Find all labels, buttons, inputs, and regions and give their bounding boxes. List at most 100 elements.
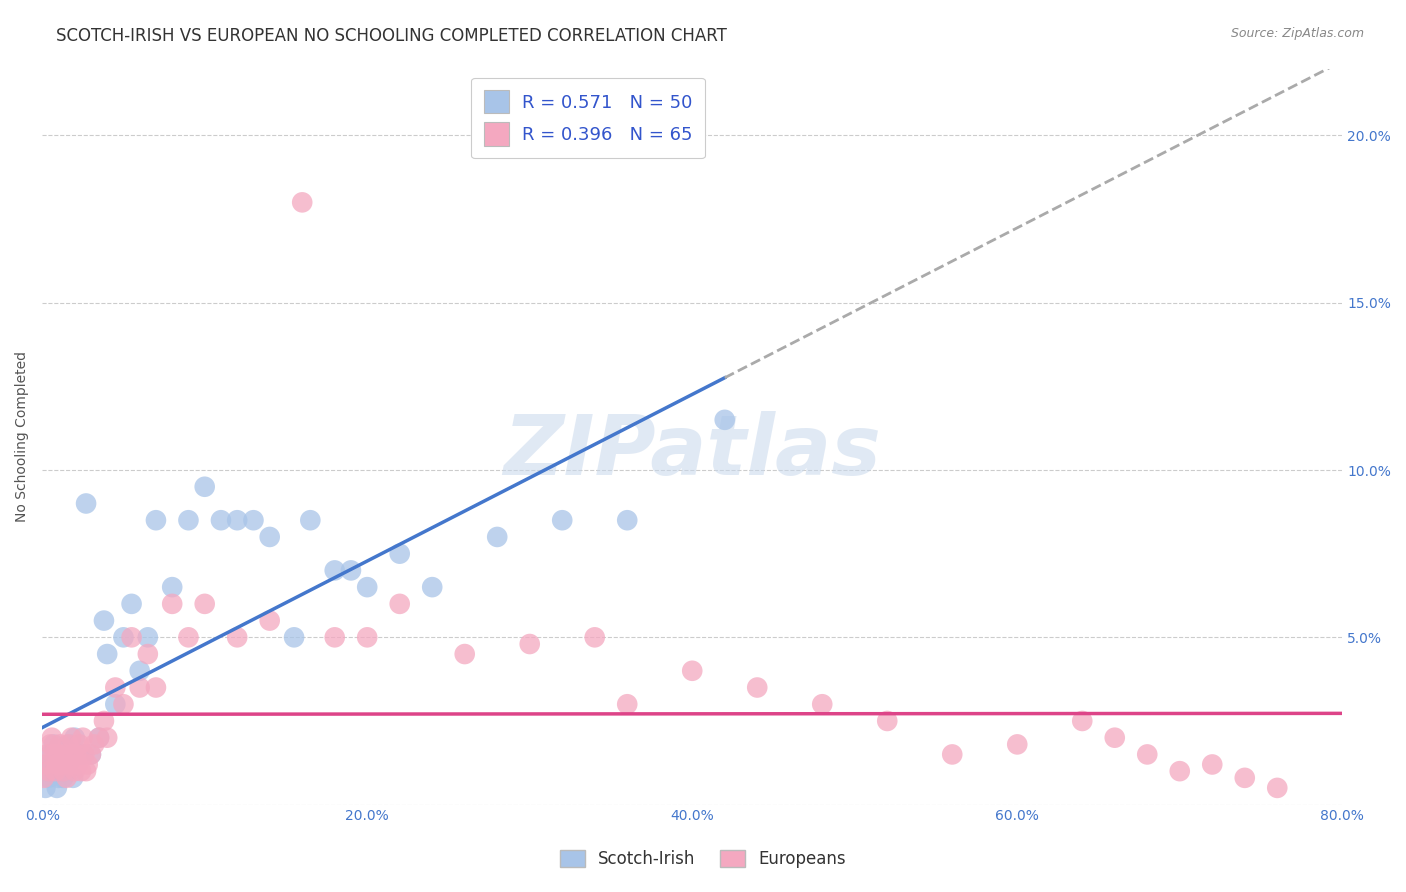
Point <box>160 580 183 594</box>
Point <box>66 747 89 762</box>
Point <box>283 630 305 644</box>
Point <box>747 681 769 695</box>
Point <box>1201 757 1223 772</box>
Point <box>45 780 67 795</box>
Point <box>63 731 86 745</box>
Point <box>34 780 56 795</box>
Point <box>209 513 232 527</box>
Point <box>811 698 834 712</box>
Legend: Scotch-Irish, Europeans: Scotch-Irish, Europeans <box>553 843 853 875</box>
Point <box>44 764 66 779</box>
Point <box>194 480 217 494</box>
Point <box>291 195 314 210</box>
Point <box>876 714 898 728</box>
Point <box>66 757 89 772</box>
Point <box>87 731 110 745</box>
Point <box>177 630 200 644</box>
Point <box>42 738 65 752</box>
Point <box>63 764 86 779</box>
Point <box>177 513 200 527</box>
Point <box>76 757 98 772</box>
Point <box>62 747 84 762</box>
Point <box>128 664 150 678</box>
Point <box>75 764 97 779</box>
Point <box>39 738 62 752</box>
Point <box>388 597 411 611</box>
Point <box>42 747 65 762</box>
Point <box>45 757 67 772</box>
Point <box>420 580 443 594</box>
Point <box>713 413 735 427</box>
Point <box>80 747 103 762</box>
Point <box>112 630 135 644</box>
Point <box>160 597 183 611</box>
Point <box>75 496 97 510</box>
Text: ZIPatlas: ZIPatlas <box>503 411 882 491</box>
Point <box>93 714 115 728</box>
Point <box>121 630 143 644</box>
Point <box>35 764 58 779</box>
Point <box>60 731 83 745</box>
Point <box>34 757 56 772</box>
Point <box>52 771 75 785</box>
Point <box>73 747 96 762</box>
Point <box>48 771 70 785</box>
Point <box>583 630 606 644</box>
Point <box>72 747 94 762</box>
Point <box>48 747 70 762</box>
Text: Source: ZipAtlas.com: Source: ZipAtlas.com <box>1230 27 1364 40</box>
Point <box>41 731 63 745</box>
Point <box>1007 738 1029 752</box>
Point <box>388 547 411 561</box>
Point <box>194 597 217 611</box>
Point <box>32 771 55 785</box>
Point <box>104 681 127 695</box>
Point <box>145 681 167 695</box>
Point <box>1265 780 1288 795</box>
Point <box>58 738 80 752</box>
Point <box>55 764 77 779</box>
Point <box>519 637 541 651</box>
Point <box>49 764 72 779</box>
Point <box>59 738 82 752</box>
Point <box>38 771 60 785</box>
Point <box>51 757 73 772</box>
Point <box>259 614 281 628</box>
Point <box>53 747 76 762</box>
Point <box>69 738 91 752</box>
Point <box>1071 714 1094 728</box>
Point <box>1136 747 1159 762</box>
Point <box>80 747 103 762</box>
Point <box>93 614 115 628</box>
Point <box>87 731 110 745</box>
Point <box>51 757 73 772</box>
Point <box>226 513 249 527</box>
Point <box>616 513 638 527</box>
Point <box>454 647 477 661</box>
Point <box>136 630 159 644</box>
Point <box>1233 771 1256 785</box>
Point <box>259 530 281 544</box>
Point <box>242 513 264 527</box>
Point <box>83 738 105 752</box>
Text: SCOTCH-IRISH VS EUROPEAN NO SCHOOLING COMPLETED CORRELATION CHART: SCOTCH-IRISH VS EUROPEAN NO SCHOOLING CO… <box>56 27 727 45</box>
Point <box>39 747 62 762</box>
Point <box>681 664 703 678</box>
Point <box>41 757 63 772</box>
Point <box>299 513 322 527</box>
Point <box>49 738 72 752</box>
Point <box>112 698 135 712</box>
Point <box>323 630 346 644</box>
Point <box>136 647 159 661</box>
Point <box>52 764 75 779</box>
Point <box>70 764 93 779</box>
Point <box>62 771 84 785</box>
Y-axis label: No Schooling Completed: No Schooling Completed <box>15 351 30 522</box>
Legend: R = 0.571   N = 50, R = 0.396   N = 65: R = 0.571 N = 50, R = 0.396 N = 65 <box>471 78 704 158</box>
Point <box>44 764 66 779</box>
Point <box>616 698 638 712</box>
Point <box>65 747 87 762</box>
Point <box>1168 764 1191 779</box>
Point <box>60 747 83 762</box>
Point <box>72 731 94 745</box>
